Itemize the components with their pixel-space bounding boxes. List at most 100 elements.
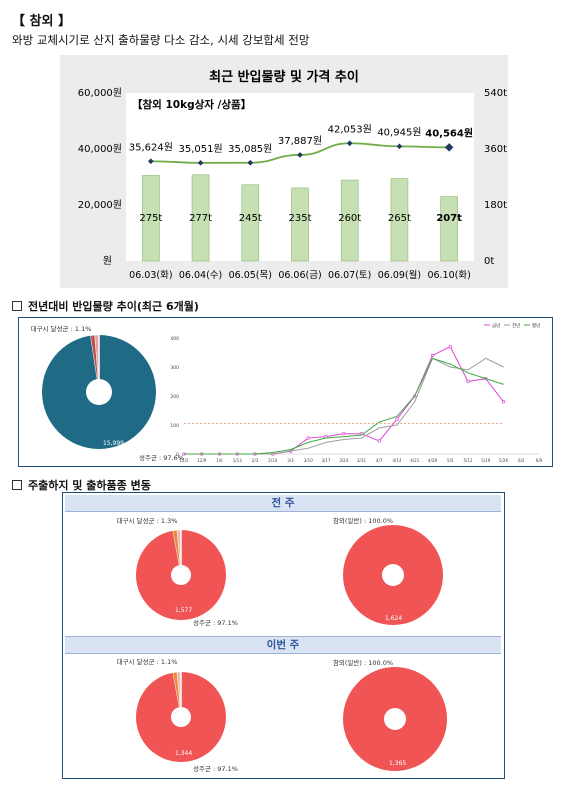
trend-x-tick: 6/9 [536, 458, 543, 463]
price-label: 35,624원 [129, 141, 173, 153]
legend-label: 평년 [532, 322, 540, 329]
y-right-tick: 180t [484, 200, 507, 211]
trend-x-tick: 1/6 [216, 458, 223, 463]
trend-panel-svg: 대구시 달성군 : 1.1% 성주군 : 97.6% 15,999 0 100 20… [31, 322, 543, 463]
region-pie [42, 334, 156, 449]
prev-region-value: 1,577 [175, 607, 192, 614]
trend-marker [342, 432, 346, 436]
trend-x-tick: 4/7 [376, 458, 383, 463]
variety-panel: 전 주 이번 주 대구시 달성군 : 1.3% 성주군 : 97.1% 1,57… [62, 492, 505, 779]
x-tick-label: 06.06(금) [278, 270, 321, 281]
price-marker [346, 140, 353, 147]
prev-variety-value: 1,624 [385, 615, 402, 622]
trend-y-tick: 100 [170, 423, 179, 429]
trend-y-tick: 0 [176, 452, 179, 458]
trend-x-tick: 4/14 [393, 458, 402, 463]
section3-title: 주출하지 및 출하품종 변동 [28, 479, 151, 492]
section-title: 【 참외 】 [12, 14, 71, 29]
price-marker [297, 152, 303, 158]
y-right-tick: 360t [484, 144, 507, 155]
pie-hole [171, 565, 191, 585]
this-week-header: 이번 주 [65, 636, 501, 654]
trend-x-tick: 3/3 [287, 458, 294, 463]
trend-series-평년 [184, 357, 504, 455]
trend-x-tick: 4/28 [428, 458, 437, 463]
trend-x-tick: 5/12 [464, 458, 473, 463]
trend-x-tick: 5/26 [499, 458, 508, 463]
bullet-square [12, 301, 22, 311]
trend-x-tick: 3/31 [357, 458, 366, 463]
price-label: 37,887원 [278, 135, 322, 147]
summary-text: 와방 교체시기로 산지 출하물량 다소 감소, 시세 강보합세 전망 [12, 33, 310, 47]
y-left-tick: 40,000원 [78, 143, 122, 155]
y-left-tick: 원 [103, 255, 112, 267]
trend-x-tick: 6/2 [518, 458, 525, 463]
prev-region-pie [136, 529, 226, 620]
x-tick-label: 06.07(토) [328, 270, 371, 281]
volume-bar [241, 184, 260, 262]
prev-region-label-top: 대구시 달성군 : 1.3% [117, 516, 178, 525]
y-right-tick: 0t [484, 256, 494, 267]
price-label: 42,053원 [328, 123, 372, 135]
trend-marker [377, 439, 381, 443]
prev-region-label-bottom: 성주군 : 97.1% [193, 618, 238, 627]
trend-marker [466, 379, 470, 384]
volume-bar [291, 187, 309, 262]
price-label: 35,085원 [228, 143, 272, 155]
pie-label-bottom: 성주군 : 97.6% [139, 453, 184, 462]
main-chart: 최근 반입물량 및 가격 추이 【참외 10kg상자 /상품】 60,000원 … [78, 69, 507, 281]
x-tick-label: 06.09(월) [378, 269, 421, 281]
legend-label: 금년 [492, 322, 500, 329]
this-variety-value: 1,365 [389, 760, 406, 767]
x-tick-label: 06.03(화) [129, 270, 172, 281]
volume-label: 277t [189, 213, 212, 224]
variety-pies-svg: 대구시 달성군 : 1.3% 성주군 : 97.1% 1,577 참외(일반) … [117, 516, 447, 773]
this-variety-label: 참외(일반) : 100.0% [333, 658, 393, 667]
trend-x-tick: 2/3 [252, 458, 259, 463]
trend-series-금년 [184, 346, 504, 455]
trend-x-tick: 3/24 [339, 458, 348, 463]
this-region-label-top: 대구시 달성군 : 1.1% [117, 657, 178, 666]
volume-label: 207t [436, 213, 462, 224]
pie-label-top: 대구시 달성군 : 1.1% [31, 324, 92, 333]
trend-marker [448, 345, 452, 349]
this-region-value: 1,344 [175, 750, 192, 757]
trend-x-tick: 3/10 [304, 458, 313, 463]
prev-week-header: 전 주 [65, 495, 501, 512]
volume-label: 275t [139, 213, 162, 224]
pie-slice-minor [172, 529, 182, 576]
section3-heading: 주출하지 및 출하품종 변동 [12, 477, 151, 493]
x-tick-label: 06.10(화) [427, 270, 470, 281]
price-marker [247, 159, 254, 166]
trend-panel: 대구시 달성군 : 1.1% 성주군 : 97.6% 15,999 0 100 20… [18, 317, 553, 467]
price-marker [197, 160, 204, 166]
trend-y-tick: 300 [170, 365, 179, 371]
trend-x-tick: 5/5 [447, 458, 454, 463]
price-label: 40,564원 [425, 126, 473, 139]
main-chart-title: 최근 반입물량 및 가격 추이 [209, 69, 359, 85]
unit-label: 【참외 10kg상자 /상품】 [132, 98, 251, 111]
volume-label: 235t [288, 213, 311, 224]
volume-bar [142, 175, 160, 262]
pie-hole [382, 564, 404, 586]
volume-bar [390, 178, 409, 262]
this-region-label-bottom: 성주군 : 97.1% [193, 764, 238, 773]
pie-hole [171, 707, 191, 727]
price-label: 40,945원 [377, 126, 421, 138]
this-variety-pie [343, 667, 447, 771]
price-marker [148, 158, 154, 165]
this-region-pie [136, 671, 226, 762]
price-label: 35,051원 [178, 143, 222, 155]
trend-x-tick: 5/19 [481, 458, 490, 463]
pie-slice-minor [172, 671, 182, 718]
legend-label: 전년 [512, 322, 520, 329]
trend-x-tick: 3/17 [322, 458, 331, 463]
trend-x-tick: 2/10 [268, 458, 277, 463]
pie-hole [384, 708, 406, 730]
trend-y-tick: 400 [170, 336, 179, 342]
main-chart-panel: 최근 반입물량 및 가격 추이 【참외 10kg상자 /상품】 60,000원 … [60, 55, 508, 288]
prev-variety-label: 참외(일반) : 100.0% [333, 516, 393, 525]
x-tick-label: 06.05(목) [229, 270, 272, 281]
volume-label: 265t [388, 213, 411, 224]
trend-marker [430, 353, 435, 358]
